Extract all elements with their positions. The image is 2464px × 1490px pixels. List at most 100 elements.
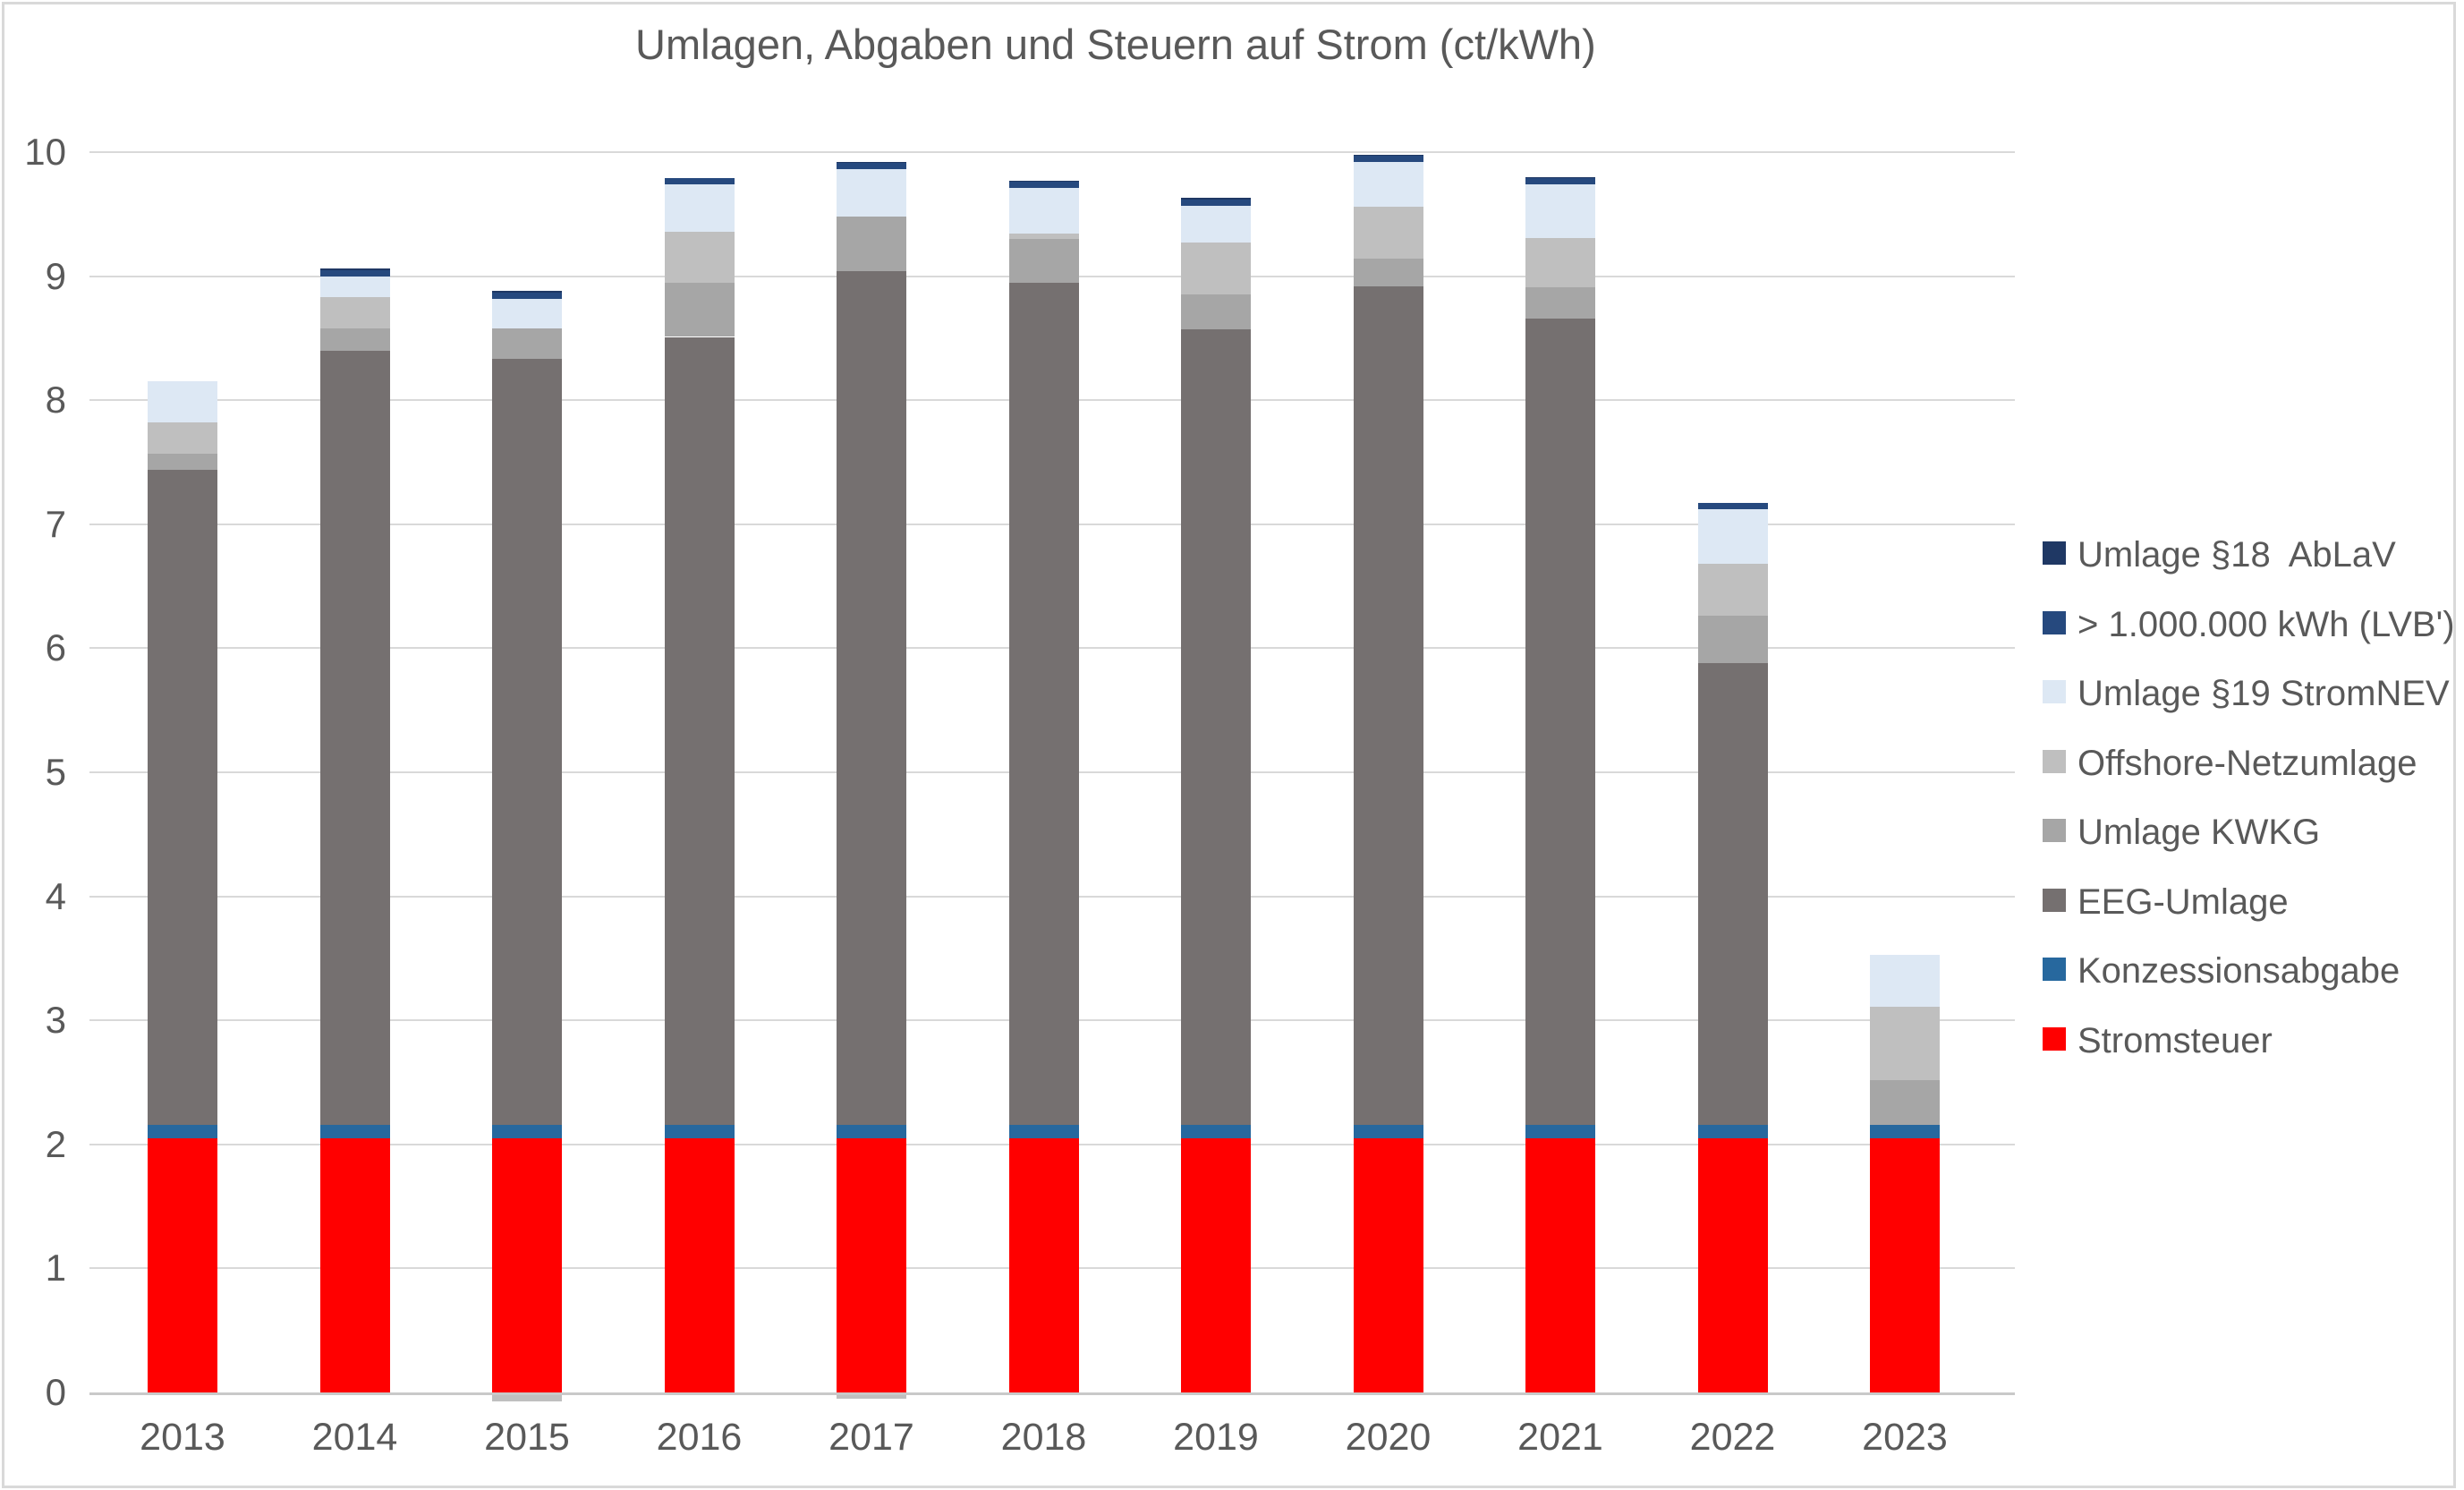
bar-segment <box>1181 205 1251 243</box>
bar-segment <box>319 350 390 1125</box>
chart-title: Umlagen, Abgaben und Steuern auf Strom (… <box>635 21 1596 68</box>
y-axis-label: 4 <box>45 874 66 917</box>
x-axis-line <box>89 1392 2015 1395</box>
y-axis-label: 9 <box>45 254 66 297</box>
legend-label: Umlage §18 AbLaV <box>2077 535 2396 575</box>
bar-segment <box>1008 182 1079 189</box>
bar-segment <box>664 231 735 283</box>
x-axis-label: 2013 <box>140 1416 225 1459</box>
bar-segment <box>148 1124 217 1138</box>
bar-segment <box>1697 663 1768 1125</box>
bar-segment <box>1353 156 1423 163</box>
x-axis-label: 2023 <box>1862 1416 1948 1459</box>
bar-segment <box>492 292 562 299</box>
y-axis-label: 2 <box>45 1122 66 1165</box>
y-axis-label: 6 <box>45 626 66 669</box>
bar-segment <box>1008 239 1079 283</box>
bar-segment <box>1870 1124 1940 1138</box>
bar-segment <box>837 163 906 170</box>
bar-segment <box>1181 199 1251 206</box>
bar-segment <box>837 1395 906 1400</box>
bar-segment <box>148 469 217 1125</box>
bar-segment <box>1525 176 1595 179</box>
y-axis-label: 8 <box>45 379 66 421</box>
y-axis-label: 0 <box>45 1371 66 1413</box>
bar-segment <box>1008 1137 1079 1392</box>
bar-segment <box>492 1124 562 1138</box>
ablav-swatch <box>2043 541 2066 565</box>
bar-segment <box>1525 237 1595 288</box>
bar-segment <box>319 268 390 270</box>
legend-label: > 1.000.000 kWh (LVB') <box>2077 604 2455 644</box>
legend-label: Umlage §19 StromNEV <box>2077 674 2450 713</box>
eeg-swatch <box>2043 888 2066 912</box>
bar-segment <box>148 422 217 454</box>
x-axis-label: 2014 <box>311 1416 398 1459</box>
bar-segment <box>1697 1124 1768 1138</box>
bar-segment <box>1353 1137 1423 1392</box>
s19-swatch <box>2043 680 2066 703</box>
bar-segment <box>837 217 906 272</box>
bar-segment <box>1525 318 1595 1125</box>
bar-segment <box>664 1124 735 1138</box>
bar-segment <box>1870 1006 1940 1080</box>
bar-segment <box>1697 616 1768 664</box>
bar-segment <box>664 336 735 1125</box>
y-axis-label: 7 <box>45 502 66 545</box>
bar-segment <box>148 381 217 423</box>
bar-segment <box>837 1137 906 1392</box>
x-axis-label: 2021 <box>1517 1416 1603 1459</box>
bar-segment <box>664 178 735 185</box>
bar-segment <box>1008 1124 1079 1138</box>
bar-segment <box>837 1124 906 1138</box>
bar-segment <box>1353 206 1423 260</box>
legend-label: Stromsteuer <box>2077 1020 2273 1060</box>
bar-segment <box>1697 503 1768 510</box>
bar-segment <box>1353 154 1423 157</box>
bar-segment <box>837 169 906 217</box>
bar-segment <box>1870 1079 1940 1125</box>
x-axis-label: 2018 <box>1000 1416 1087 1459</box>
bar-segment <box>664 1137 735 1392</box>
bar-segment <box>1353 285 1423 1125</box>
legend-label: Umlage KWKG <box>2077 813 2321 852</box>
bar-segment <box>1353 259 1423 286</box>
bar-segment <box>1181 329 1251 1125</box>
bar-segment <box>1697 1137 1768 1392</box>
y-axis-label: 10 <box>24 131 66 173</box>
x-axis-label: 2016 <box>656 1416 743 1459</box>
bar-segment <box>492 291 562 293</box>
bar-segment <box>492 359 562 1125</box>
bar-segment <box>664 184 735 232</box>
bar-segment <box>492 328 562 360</box>
bar-segment <box>319 269 390 277</box>
bar-segment <box>1181 294 1251 330</box>
bar-segment <box>1181 1137 1251 1392</box>
bar-segment <box>492 298 562 328</box>
bar-segment <box>319 297 390 328</box>
bar-segment <box>1525 178 1595 185</box>
bar-segment <box>837 271 906 1125</box>
x-axis-label: 2020 <box>1345 1416 1432 1459</box>
bar-segment <box>148 453 217 470</box>
bar-segment <box>492 1137 562 1392</box>
offshore-swatch <box>2043 749 2066 773</box>
bar-segment <box>1353 162 1423 207</box>
bar-segment <box>1697 509 1768 565</box>
bar-segment <box>319 1124 390 1138</box>
bar-segment <box>1008 282 1079 1125</box>
gridline <box>89 151 2015 153</box>
bar-segment <box>1008 180 1079 183</box>
legend-label: Konzessionsabgabe <box>2077 951 2400 991</box>
y-axis-label: 3 <box>45 999 66 1042</box>
x-axis-label: 2022 <box>1689 1416 1776 1459</box>
legend-label: Offshore-Netzumlage <box>2077 743 2417 783</box>
bar-segment <box>1008 234 1079 239</box>
lvb-swatch <box>2043 610 2066 634</box>
bar-segment <box>1870 954 1940 1007</box>
bar-segment <box>1525 287 1595 319</box>
bar-segment <box>1697 564 1768 617</box>
bar-segment <box>1525 184 1595 238</box>
bar-segment <box>837 162 906 164</box>
bar-segment <box>664 282 735 337</box>
